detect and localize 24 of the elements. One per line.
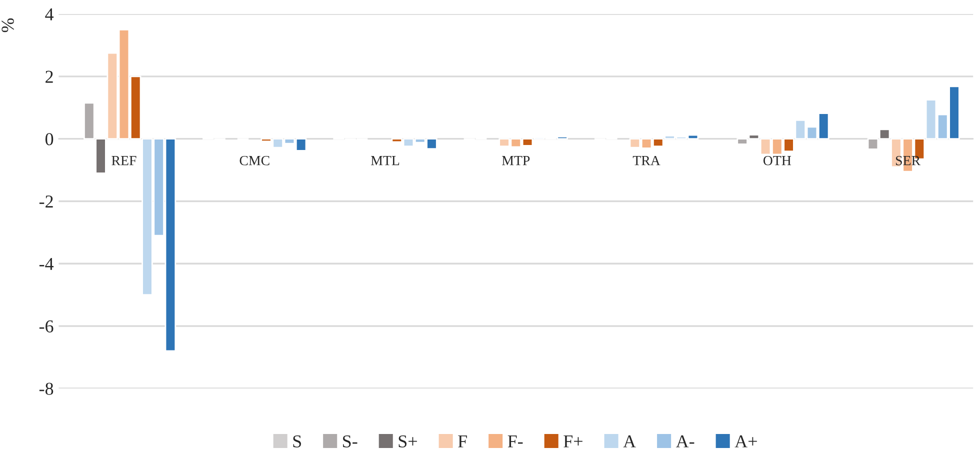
x-tick-label: MTP xyxy=(502,156,530,166)
x-tick-label: OTH xyxy=(763,156,792,166)
legend-label: S xyxy=(293,435,301,448)
legend-label: F+ xyxy=(564,435,582,448)
legend-label: F- xyxy=(508,435,523,448)
legend-label: A xyxy=(623,435,636,448)
y-tick-label: 2 xyxy=(46,70,53,83)
x-tick-label: CMC xyxy=(240,156,270,166)
y-tick-label: -2 xyxy=(39,196,53,208)
y-tick-label: -6 xyxy=(39,320,54,332)
legend-label: S- xyxy=(343,435,358,448)
y-tick-label: 4 xyxy=(45,8,54,20)
legend-label: A+ xyxy=(734,435,757,448)
x-tick-label: MTL xyxy=(371,156,400,166)
legend-label: F xyxy=(458,435,467,448)
y-axis-title: % xyxy=(2,18,14,32)
y-tick-label: -8 xyxy=(39,382,54,395)
legend-label: A- xyxy=(676,435,694,448)
y-tick-label: 0 xyxy=(45,133,54,146)
legend-label: S+ xyxy=(398,435,417,448)
x-tick-label: REF xyxy=(112,156,136,166)
y-tick-label: -4 xyxy=(39,258,54,270)
x-tick-label: TRA xyxy=(632,156,660,166)
x-tick-label: SER xyxy=(896,156,921,166)
